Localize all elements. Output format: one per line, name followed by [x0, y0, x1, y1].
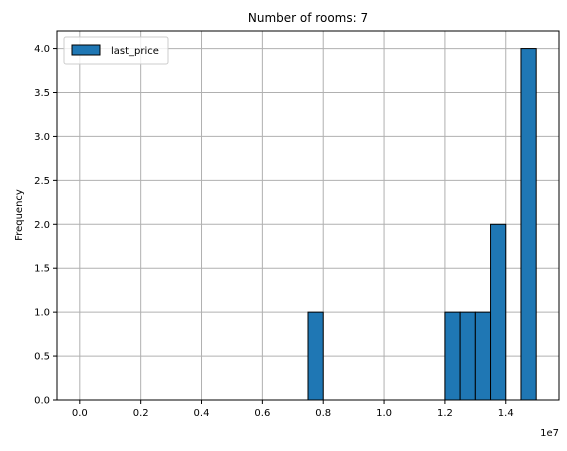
y-tick-label: 1.0 [34, 308, 50, 319]
x-axis-offset-label: 1e7 [540, 428, 559, 439]
histogram-bar [474, 311, 492, 401]
legend-swatch [71, 44, 101, 56]
histogram-bar [459, 311, 476, 401]
x-tick-label: 1.4 [498, 408, 514, 419]
x-tick-label: 1.2 [437, 408, 453, 419]
histogram-bar [307, 311, 324, 401]
chart-title: Number of rooms: 7 [248, 11, 368, 25]
histogram-bar [490, 223, 507, 401]
x-tick-label: 0.0 [72, 408, 88, 419]
legend-box [63, 36, 169, 65]
x-tick-label: 1.0 [376, 408, 392, 419]
y-tick-label: 2.0 [34, 220, 50, 231]
y-tick-label: 1.5 [34, 264, 50, 275]
x-tick-label: 0.4 [194, 408, 210, 419]
histogram-bar [444, 311, 461, 401]
y-tick-label: 3.0 [34, 132, 50, 143]
y-tick-label: 3.5 [34, 88, 50, 99]
y-tick-label: 0.0 [34, 396, 50, 407]
y-tick-label: 4.0 [34, 44, 50, 55]
legend: last_price [63, 36, 169, 65]
x-tick-label: 0.6 [254, 408, 270, 419]
x-tick-label: 0.2 [133, 408, 149, 419]
y-axis: 0.0 0.5 1.0 1.5 2.0 2.5 3.0 3.5 4.0 [34, 44, 57, 407]
histogram-bar [520, 48, 537, 401]
y-axis-label: Frequency [14, 189, 25, 241]
x-axis: 0.0 0.2 0.4 0.6 0.8 1.0 1.2 1.4 [72, 400, 514, 419]
y-tick-label: 2.5 [34, 176, 50, 187]
y-tick-label: 0.5 [34, 352, 50, 363]
x-tick-label: 0.8 [315, 408, 331, 419]
legend-label: last_price [111, 46, 159, 57]
plot-frame [56, 30, 560, 401]
